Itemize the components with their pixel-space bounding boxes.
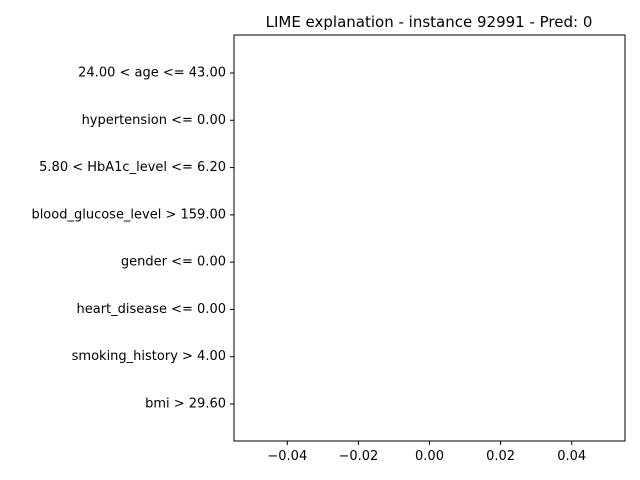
x-tick-label: −0.04 [267,449,307,464]
y-axis: 24.00 < age <= 43.00 hypertension <= 0.00… [31,66,234,412]
x-tick-label: 0.04 [557,449,586,464]
chart-title: LIME explanation - instance 92991 - Pred… [266,13,593,31]
x-axis: −0.04 −0.02 0.00 0.02 0.04 [267,441,586,464]
plot-frame [233,34,626,442]
y-tick-label: 24.00 < age <= 43.00 [78,66,226,81]
y-tick-label: smoking_history > 4.00 [72,349,226,364]
x-tick-label: 0.02 [486,449,515,464]
x-tick-label: 0.00 [415,449,444,464]
y-tick-label: bmi > 29.60 [145,397,226,412]
y-tick-label: blood_glucose_level > 159.00 [31,207,226,222]
y-tick-label: hypertension <= 0.00 [82,113,226,128]
y-tick-label: heart_disease <= 0.00 [76,302,226,317]
x-tick-label: −0.02 [338,449,378,464]
y-tick-label: 5.80 < HbA1c_level <= 6.20 [39,160,226,175]
y-tick-label: gender <= 0.00 [121,255,226,270]
